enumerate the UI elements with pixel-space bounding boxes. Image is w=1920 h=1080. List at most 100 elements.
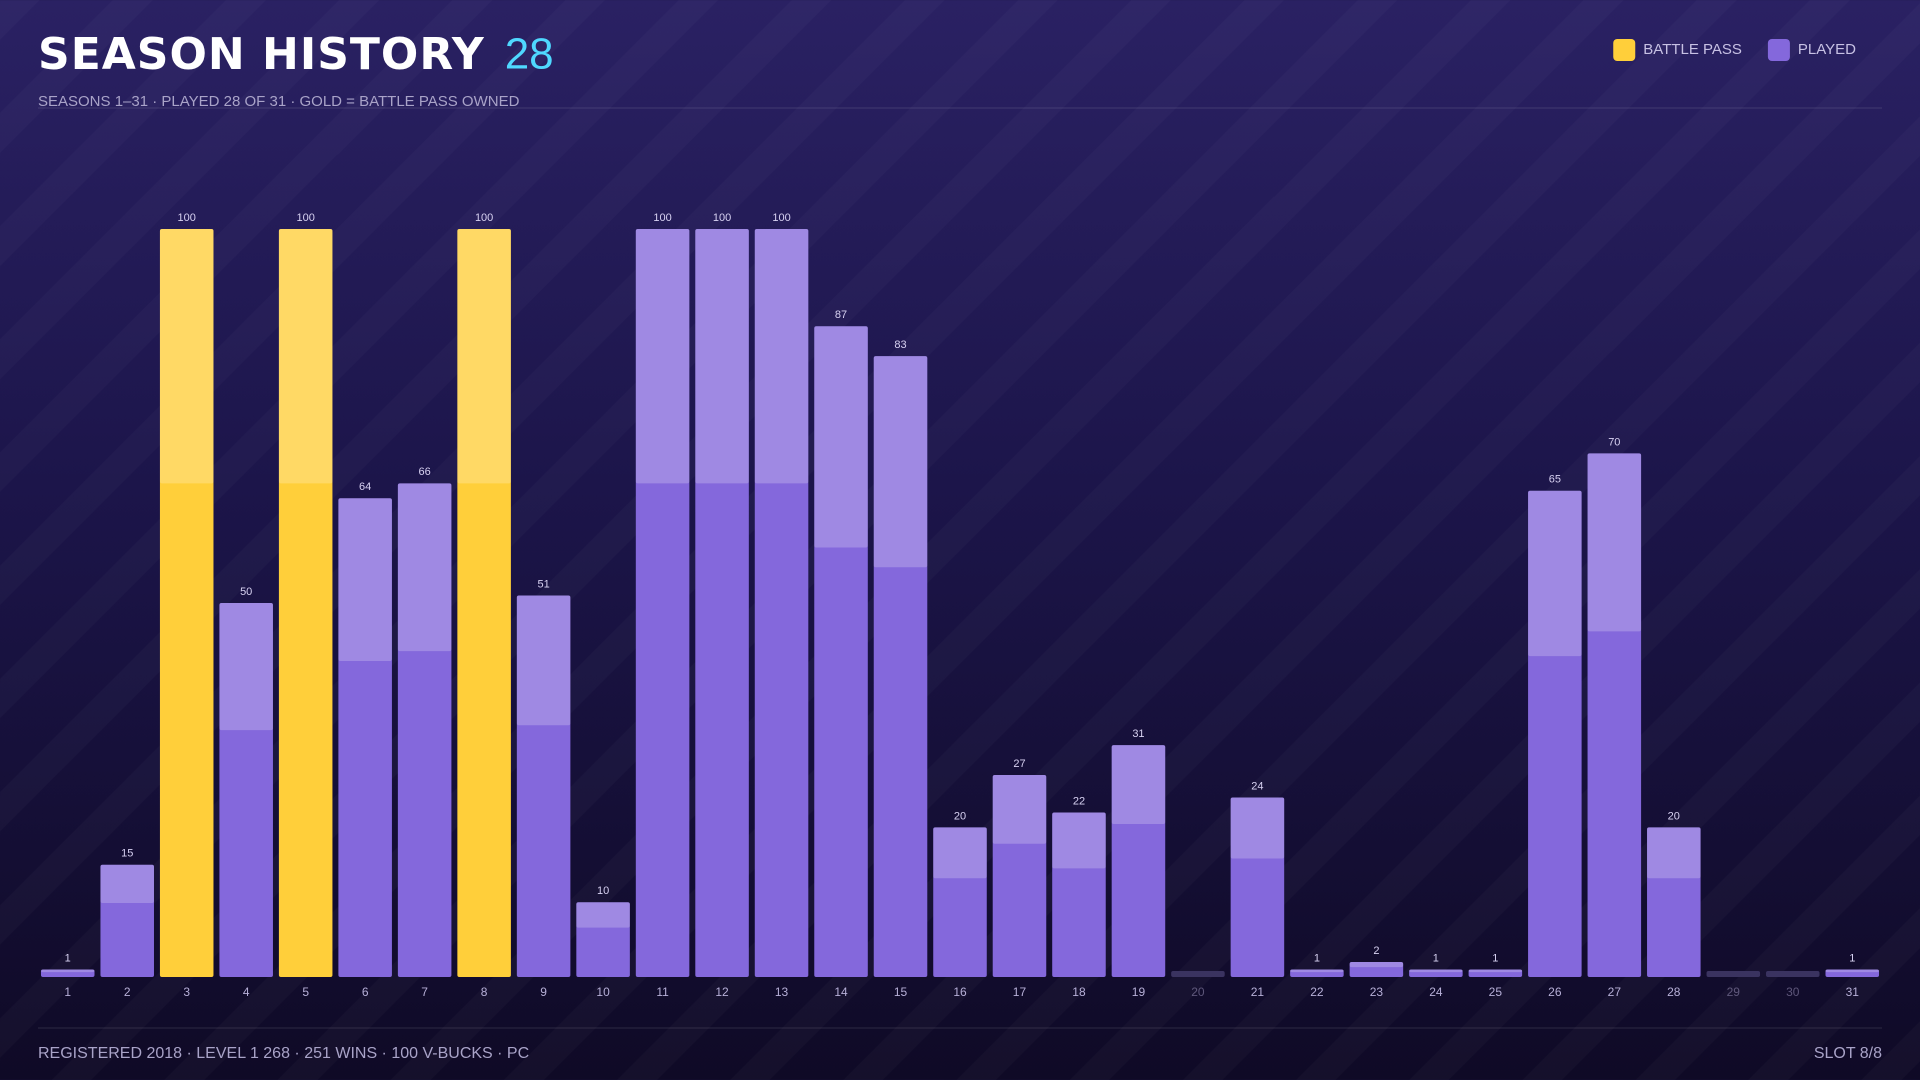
legend-label: BATTLE PASS	[1643, 41, 1742, 58]
empty-slot	[1171, 971, 1225, 977]
bar	[1587, 453, 1642, 977]
bar	[695, 229, 749, 977]
footer-info: REGISTERED 2018 · LEVEL 1 268 · 251 WINS…	[38, 1045, 529, 1062]
value-label: 1	[1433, 952, 1439, 964]
x-tick-label: 24	[1429, 985, 1443, 999]
value-label: 66	[419, 466, 431, 478]
value-label: 31	[1132, 728, 1144, 740]
value-label: 24	[1251, 780, 1263, 792]
value-label: 22	[1073, 795, 1085, 807]
value-label: 100	[178, 212, 196, 224]
bar	[576, 902, 630, 977]
bar	[1528, 490, 1582, 977]
value-label: 20	[1668, 810, 1680, 822]
value-label: 20	[954, 810, 966, 822]
value-label: 1	[1849, 952, 1855, 964]
empty-slot	[1706, 971, 1761, 977]
x-tick-label: 8	[481, 985, 488, 999]
value-label: 65	[1549, 474, 1561, 486]
value-label: 100	[475, 212, 493, 224]
x-tick-label: 2	[124, 985, 131, 999]
bar-highlight	[1528, 490, 1582, 657]
x-tick-label: 17	[1013, 985, 1027, 999]
x-tick-label: 16	[953, 985, 967, 999]
bar	[1290, 969, 1344, 977]
bar-highlight	[1587, 453, 1642, 632]
bar	[1647, 827, 1701, 977]
x-tick-label: 23	[1370, 985, 1384, 999]
value-label: 100	[772, 212, 790, 224]
value-label: 100	[713, 212, 731, 224]
x-tick-label: 1	[64, 985, 71, 999]
x-tick-label: 22	[1310, 985, 1324, 999]
bar-highlight	[40, 969, 95, 973]
subtitle: SEASONS 1–31 · PLAYED 28 OF 31 · GOLD = …	[38, 93, 520, 110]
bar	[992, 775, 1047, 977]
bar	[100, 864, 154, 977]
bar	[338, 498, 392, 977]
x-tick-label: 5	[302, 985, 309, 999]
bar	[1230, 797, 1285, 977]
bar	[933, 827, 987, 977]
bar-highlight	[1349, 962, 1404, 968]
value-label: 27	[1013, 758, 1025, 770]
bar	[40, 969, 95, 977]
value-label: 100	[653, 212, 671, 224]
value-label: 87	[835, 309, 847, 321]
bar	[278, 229, 333, 977]
value-label: 70	[1608, 436, 1620, 448]
value-label: 64	[359, 481, 371, 493]
x-tick-label: 27	[1608, 985, 1622, 999]
x-tick-label: 9	[540, 985, 547, 999]
bar-highlight	[1468, 969, 1523, 973]
bar-highlight	[992, 775, 1047, 844]
legend-swatch	[1767, 39, 1790, 61]
bar-highlight	[338, 498, 392, 662]
bar-highlight	[635, 229, 690, 484]
bar-highlight	[754, 229, 809, 484]
x-tick-label: 7	[421, 985, 428, 999]
bar-highlight	[1647, 827, 1701, 879]
legend-label: PLAYED	[1798, 41, 1856, 58]
bar-highlight	[1409, 969, 1463, 973]
legend-swatch	[1613, 39, 1636, 61]
value-label: 2	[1373, 945, 1379, 957]
x-tick-label: 28	[1667, 985, 1681, 999]
bar	[1825, 969, 1880, 977]
x-tick-label: 14	[834, 985, 848, 999]
bar-highlight	[397, 483, 452, 652]
bar	[457, 229, 511, 977]
x-tick-label: 11	[656, 985, 669, 999]
x-tick-label: 4	[243, 985, 250, 999]
bar	[873, 356, 928, 977]
empty-slot	[1766, 971, 1820, 977]
bar-highlight	[1111, 745, 1166, 824]
x-tick-label: 31	[1846, 985, 1860, 999]
x-tick-label: 15	[894, 985, 908, 999]
bar	[754, 229, 809, 977]
bar-highlight	[1290, 969, 1344, 973]
bar	[1349, 962, 1404, 977]
bar-highlight	[933, 827, 987, 879]
x-tick-label: 19	[1132, 985, 1146, 999]
value-label: 100	[296, 212, 314, 224]
slot-info: SLOT 8/8	[1814, 1045, 1882, 1062]
x-tick-label: 3	[183, 985, 190, 999]
x-tick-label: 21	[1251, 985, 1265, 999]
bar	[516, 595, 571, 977]
bar	[1409, 969, 1463, 977]
bar-highlight	[278, 229, 333, 484]
bar-highlight	[576, 902, 630, 928]
x-tick-label: 18	[1072, 985, 1086, 999]
bar	[635, 229, 690, 977]
bar	[1468, 969, 1523, 977]
bar	[814, 326, 868, 977]
bar	[397, 483, 452, 977]
x-tick-label: 10	[596, 985, 610, 999]
bar-highlight	[814, 326, 868, 548]
bar-highlight	[219, 603, 273, 731]
x-tick-label: 13	[775, 985, 789, 999]
chart-title: SEASON HISTORY	[38, 29, 485, 80]
bar	[1111, 745, 1166, 977]
